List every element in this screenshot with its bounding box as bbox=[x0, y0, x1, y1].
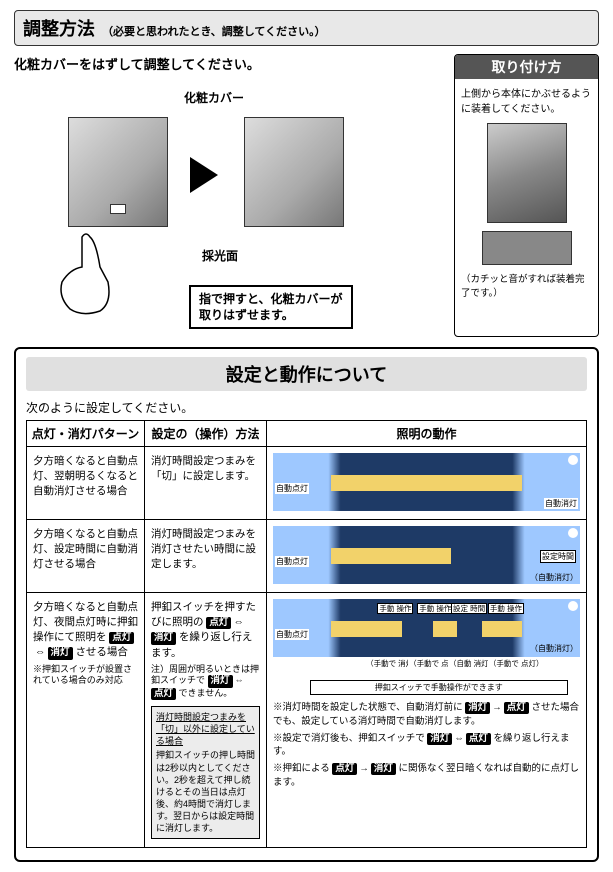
header1-sub: （必要と思われたとき、調整してください。） bbox=[102, 26, 326, 38]
sun-icon bbox=[568, 455, 578, 465]
label-lightface: 採光面 bbox=[202, 247, 238, 264]
dblarrow-icon: ⇔ bbox=[33, 646, 48, 658]
table-row: 夕方暗くなると自動点灯、翌朝明るくなると自動消灯させる場合 消灯時間設定つまみを… bbox=[27, 447, 587, 520]
label-auto-off: 自動消灯 bbox=[544, 498, 578, 509]
bottom-notes: ※消灯時間を設定した状態で、自動消灯前に 消灯→点灯 させた場合でも、設定してい… bbox=[273, 701, 580, 790]
mounting-panel: 取り付け方 上側から本体にかぶせるように装着してください。 （カチッと音がすれば… bbox=[454, 54, 599, 337]
settings-table: 点灯・消灯パターン 設定の（操作）方法 照明の動作 夕方暗くなると自動点灯、翌朝… bbox=[26, 420, 587, 848]
greybox-title: 消灯時間設定つまみを「切」以外に設定している場合 bbox=[156, 711, 255, 747]
label-auto-on: 自動点灯 bbox=[275, 483, 309, 494]
col-method: 設定の（操作）方法 bbox=[145, 421, 267, 447]
mount-instruction: 上側から本体にかぶせるように装着してください。 bbox=[461, 85, 592, 115]
mount-header: 取り付け方 bbox=[455, 55, 598, 79]
mount-body: 上側から本体にかぶせるように装着してください。 （カチッと音がすれば装着完了です… bbox=[455, 79, 598, 305]
cover-removal-diagram: 化粧カバー 採光面 指で押すと、化粧カバーが 取りはずせます。 bbox=[14, 77, 446, 337]
method-cell: 押釦スイッチを押すたびに照明の 点灯⇔消灯 を繰り返し行えます。 注）周囲が明る… bbox=[145, 593, 267, 848]
note-2: ※設定で消灯後も、押釦スイッチで 消灯⇔点灯 を繰り返し行えます。 bbox=[273, 732, 580, 760]
callout-box: 指で押すと、化粧カバーが 取りはずせます。 bbox=[189, 285, 353, 329]
mount-paren: （カチッと音がすれば装着完了です。） bbox=[461, 271, 592, 299]
settings-section: 設定と動作について 次のように設定してください。 点灯・消灯パターン 設定の（操… bbox=[14, 347, 599, 862]
timing-diagram-3: 自動点灯 （自動消灯） 手動 操作 手動 操作 設定 時間 手動 操作 （手動で… bbox=[273, 599, 580, 695]
intro-text: 化粧カバーをはずして調整してください。 bbox=[14, 54, 446, 73]
timing-diagram-2: 自動点灯 設定時間 （自動消灯） bbox=[273, 526, 580, 584]
timing-footer: 押釦スイッチで手動操作ができます bbox=[310, 680, 568, 695]
off-pill: 消灯 bbox=[48, 647, 73, 659]
sun-icon bbox=[568, 528, 578, 538]
label-set-time: 設定時間 bbox=[540, 550, 576, 563]
device-illustration-right bbox=[244, 117, 344, 227]
on-pill: 点灯 bbox=[206, 617, 231, 629]
label-auto-off: （自動消灯） bbox=[530, 572, 578, 583]
tag-manual: 手動 操作 bbox=[377, 603, 413, 614]
timing-diagram-1: 自動点灯 自動消灯 bbox=[273, 453, 580, 511]
tag-manual: 手動 操作 bbox=[488, 603, 524, 614]
header1-title: 調整方法 bbox=[23, 19, 95, 39]
sub-intro: 次のように設定してください。 bbox=[26, 399, 587, 416]
mount-device-illustration bbox=[487, 123, 567, 223]
adjustment-header: 調整方法 （必要と思われたとき、調整してください。） bbox=[14, 10, 599, 46]
col-pattern: 点灯・消灯パターン bbox=[27, 421, 145, 447]
table-row: 夕方暗くなると自動点灯、設定時間に自動消灯させる場合 消灯時間設定つまみを消灯さ… bbox=[27, 520, 587, 593]
mount-base-illustration bbox=[482, 231, 572, 265]
on-pill: 点灯 bbox=[109, 632, 134, 644]
btag: （手動で 点灯） bbox=[488, 659, 545, 668]
pattern-cell: 夕方暗くなると自動点灯、翌朝明るくなると自動消灯させる場合 bbox=[27, 447, 145, 520]
action-cell: 自動点灯 設定時間 （自動消灯） bbox=[267, 520, 587, 593]
tag-manual: 手動 操作 bbox=[417, 603, 453, 614]
sun-icon bbox=[568, 601, 578, 611]
method-caution: 注）周囲が明るいときは押釦スイッチで 消灯⇔点灯 できません。 bbox=[151, 664, 260, 700]
note-3: ※押釦による 点灯→消灯 に関係なく翌日暗くなれば自動的に点灯します。 bbox=[273, 762, 580, 790]
off-pill: 消灯 bbox=[151, 632, 176, 644]
label-auto-on: 自動点灯 bbox=[275, 629, 309, 640]
note-1: ※消灯時間を設定した状態で、自動消灯前に 消灯→点灯 させた場合でも、設定してい… bbox=[273, 701, 580, 729]
header2: 設定と動作について bbox=[26, 357, 587, 391]
label-auto-off: （自動消灯） bbox=[530, 643, 578, 654]
label-cover: 化粧カバー bbox=[184, 89, 244, 106]
method-cell: 消灯時間設定つまみを「切」に設定します。 bbox=[145, 447, 267, 520]
greybox: 消灯時間設定つまみを「切」以外に設定している場合 押釦スイッチの押し時間は2秒以… bbox=[151, 706, 260, 839]
device-illustration-left bbox=[68, 117, 168, 227]
dblarrow-icon: ⇔ bbox=[231, 616, 246, 628]
push-slot bbox=[110, 204, 126, 214]
pattern-note: ※押釦スイッチが設置されている場合のみ対応 bbox=[33, 664, 138, 687]
action-cell: 自動点灯 自動消灯 bbox=[267, 447, 587, 520]
callout-text: 指で押すと、化粧カバーが 取りはずせます。 bbox=[199, 292, 343, 322]
pattern-cell: 夕方暗くなると自動点灯、夜間点灯時に押釦操作にて照明を 点灯⇔消灯 させる場合 … bbox=[27, 593, 145, 848]
top-row: 化粧カバーをはずして調整してください。 化粧カバー 採光面 指で押すと、化粧カバ… bbox=[14, 54, 599, 337]
table-row: 夕方暗くなると自動点灯、夜間点灯時に押釦操作にて照明を 点灯⇔消灯 させる場合 … bbox=[27, 593, 587, 848]
hand-icon bbox=[50, 227, 120, 317]
action-cell: 自動点灯 （自動消灯） 手動 操作 手動 操作 設定 時間 手動 操作 （手動で… bbox=[267, 593, 587, 848]
pattern-cell: 夕方暗くなると自動点灯、設定時間に自動消灯させる場合 bbox=[27, 520, 145, 593]
tag-set: 設定 時間 bbox=[451, 603, 487, 614]
method-cell: 消灯時間設定つまみを消灯させたい時間に設定します。 bbox=[145, 520, 267, 593]
label-auto-on: 自動点灯 bbox=[275, 556, 309, 567]
col-action: 照明の動作 bbox=[267, 421, 587, 447]
greybox-body: 押釦スイッチの押し時間は2秒以内としてください。2秒を超えて押し続けるとその当日… bbox=[156, 749, 255, 834]
top-left: 化粧カバーをはずして調整してください。 化粧カバー 採光面 指で押すと、化粧カバ… bbox=[14, 54, 446, 337]
arrow-icon bbox=[190, 157, 218, 193]
